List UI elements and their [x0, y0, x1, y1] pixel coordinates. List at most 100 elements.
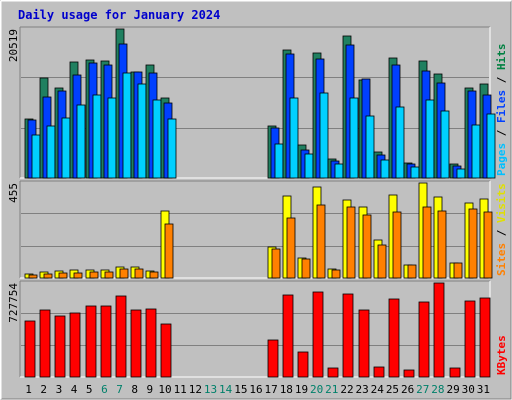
- x-tick-label: 28: [431, 383, 444, 396]
- x-tick-label: 20: [310, 383, 323, 396]
- x-tick-label: 29: [446, 383, 459, 396]
- legend-entry: Pages: [495, 143, 508, 176]
- bar-sites-day-31: [483, 211, 493, 279]
- bar-sites-day-3: [58, 272, 68, 279]
- bar-sites-day-28: [437, 210, 447, 279]
- bar-pages-day-1: [31, 134, 41, 179]
- bar-pages-day-22: [349, 97, 359, 179]
- series-legend-label: Sites / Visits: [495, 183, 508, 276]
- x-tick-label: 30: [462, 383, 475, 396]
- x-tick-label: 15: [234, 383, 247, 396]
- bar-kbytes-day-4: [69, 312, 81, 378]
- bar-sites-day-8: [134, 268, 144, 279]
- x-tick-label: 23: [356, 383, 369, 396]
- panel-hits-files-pages: 20519 Pages / Files / Hits: [7, 26, 508, 179]
- x-tick-label: 7: [116, 383, 123, 396]
- x-tick-label: 17: [265, 383, 278, 396]
- bar-sites-day-4: [73, 272, 83, 279]
- x-tick-label: 24: [371, 383, 385, 396]
- bar-sites-day-29: [453, 262, 463, 279]
- bar-pages-day-7: [122, 72, 132, 179]
- x-tick-label: 25: [386, 383, 399, 396]
- bar-sites-day-7: [119, 268, 129, 279]
- bar-pages-day-5: [92, 94, 102, 179]
- bar-sites-day-27: [422, 206, 432, 279]
- bar-pages-day-17: [274, 143, 284, 179]
- x-tick-label: 22: [340, 383, 353, 396]
- bar-pages-day-30: [471, 124, 481, 179]
- bar-kbytes-day-26: [403, 369, 415, 378]
- bar-kbytes-day-17: [267, 339, 279, 378]
- bar-kbytes-day-19: [297, 351, 309, 378]
- bar-kbytes-day-1: [24, 320, 36, 378]
- bar-pages-day-18: [289, 97, 299, 179]
- bar-pages-day-20: [319, 92, 329, 179]
- bar-pages-day-2: [46, 125, 56, 179]
- x-tick-label: 31: [477, 383, 490, 396]
- legend-entry: /: [495, 223, 508, 243]
- bar-kbytes-day-6: [100, 305, 112, 378]
- bar-pages-day-24: [380, 159, 390, 179]
- bar-sites-day-2: [43, 273, 53, 279]
- bar-kbytes-day-24: [373, 366, 385, 378]
- bar-kbytes-day-5: [85, 305, 97, 378]
- x-tick-label: 12: [189, 383, 202, 396]
- bar-pages-day-26: [410, 166, 420, 179]
- chart-panels: 20519 Pages / Files / Hits 455 Sites / Visi…: [7, 26, 508, 378]
- bar-pages-day-23: [365, 115, 375, 179]
- y-max-label: 20519: [7, 29, 20, 62]
- x-tick-label: 13: [204, 383, 217, 396]
- x-tick-label: 27: [416, 383, 429, 396]
- y-max-label: 727754: [7, 283, 20, 323]
- legend-entry: KBytes: [495, 335, 508, 375]
- bar-pages-day-9: [152, 99, 162, 179]
- x-tick-label: 6: [101, 383, 108, 396]
- x-tick-label: 4: [71, 383, 78, 396]
- bar-pages-day-6: [107, 97, 117, 179]
- x-tick-label: 10: [158, 383, 171, 396]
- bar-sites-day-18: [286, 217, 296, 279]
- bar-kbytes-day-3: [54, 315, 66, 378]
- x-tick-label: 14: [219, 383, 233, 396]
- bar-kbytes-day-21: [327, 367, 339, 378]
- legend-entry: Files: [495, 90, 508, 123]
- bar-kbytes-day-28: [433, 282, 445, 378]
- bar-kbytes-day-25: [388, 298, 400, 378]
- bar-kbytes-day-18: [282, 294, 294, 378]
- bar-pages-day-10: [167, 118, 177, 179]
- x-tick-label: 18: [280, 383, 293, 396]
- bar-kbytes-day-29: [449, 367, 461, 378]
- bar-sites-day-26: [407, 264, 417, 279]
- bar-kbytes-day-23: [358, 309, 370, 378]
- legend-entry: /: [495, 70, 508, 90]
- legend-entry: Visits: [495, 183, 508, 223]
- bar-pages-day-27: [425, 99, 435, 179]
- bar-pages-day-4: [76, 104, 86, 179]
- bar-kbytes-day-31: [479, 297, 491, 378]
- series-legend-label: Pages / Files / Hits: [495, 44, 508, 177]
- plot-area: [20, 181, 490, 278]
- plot-area: [20, 281, 490, 377]
- bar-kbytes-day-20: [312, 291, 324, 378]
- bar-sites-day-1: [28, 274, 38, 279]
- bar-sites-day-10: [164, 223, 174, 279]
- bar-kbytes-day-2: [39, 309, 51, 378]
- bar-sites-day-23: [362, 214, 372, 279]
- bar-kbytes-day-30: [464, 300, 476, 378]
- x-tick-label: 11: [174, 383, 187, 396]
- bar-kbytes-day-7: [115, 295, 127, 378]
- x-tick-label: 2: [40, 383, 47, 396]
- bar-sites-day-22: [346, 206, 356, 279]
- bar-pages-day-8: [137, 83, 147, 179]
- x-tick-label: 26: [401, 383, 414, 396]
- chart-title: Daily usage for January 2024: [18, 8, 220, 22]
- bar-sites-day-25: [392, 211, 402, 279]
- bar-sites-day-19: [301, 258, 311, 279]
- bar-sites-day-5: [89, 271, 99, 279]
- panel-kbytes: 727754 KBytes: [7, 280, 508, 378]
- bar-kbytes-day-27: [418, 301, 430, 378]
- bar-sites-day-30: [468, 208, 478, 279]
- legend-entry: /: [495, 123, 508, 143]
- x-tick-label: 5: [86, 383, 93, 396]
- bar-pages-day-19: [304, 153, 314, 179]
